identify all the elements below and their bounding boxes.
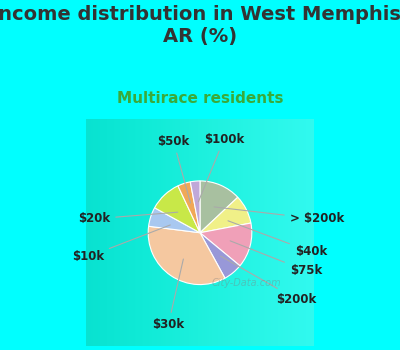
Text: $200k: $200k bbox=[220, 256, 316, 306]
Wedge shape bbox=[200, 181, 238, 233]
Text: City-Data.com: City-Data.com bbox=[211, 278, 281, 288]
Text: $100k: $100k bbox=[198, 133, 244, 202]
Wedge shape bbox=[200, 197, 251, 233]
Wedge shape bbox=[200, 233, 240, 278]
Wedge shape bbox=[154, 186, 200, 233]
Wedge shape bbox=[190, 181, 200, 233]
Wedge shape bbox=[148, 226, 225, 285]
Text: $75k: $75k bbox=[230, 241, 322, 277]
Wedge shape bbox=[148, 208, 200, 233]
Text: $10k: $10k bbox=[72, 225, 170, 263]
Text: $40k: $40k bbox=[228, 221, 327, 258]
Text: > $200k: > $200k bbox=[214, 207, 344, 225]
Text: $30k: $30k bbox=[152, 259, 184, 331]
Text: Multirace residents: Multirace residents bbox=[117, 91, 283, 106]
Wedge shape bbox=[200, 223, 252, 266]
Text: $50k: $50k bbox=[157, 135, 190, 203]
Text: Income distribution in West Memphis,
AR (%): Income distribution in West Memphis, AR … bbox=[0, 5, 400, 46]
Wedge shape bbox=[178, 182, 200, 233]
Text: $20k: $20k bbox=[78, 212, 178, 225]
